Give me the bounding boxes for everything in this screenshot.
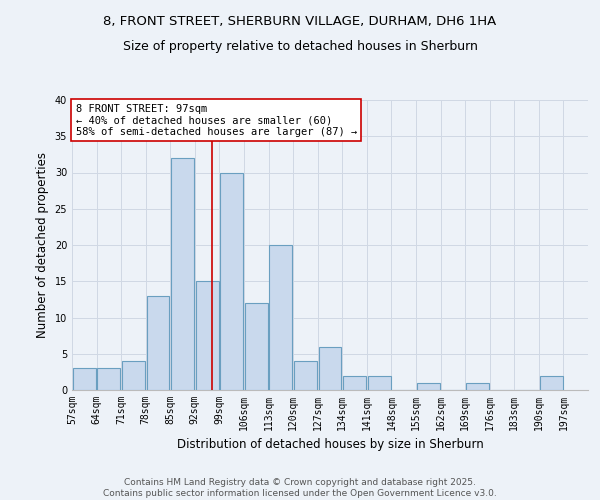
Bar [97, 368, 120, 390]
X-axis label: Distribution of detached houses by size in Sherburn: Distribution of detached houses by size … [176, 438, 484, 452]
Text: Size of property relative to detached houses in Sherburn: Size of property relative to detached ho… [122, 40, 478, 53]
Bar [540, 376, 563, 390]
Bar [171, 158, 194, 390]
Text: 8 FRONT STREET: 97sqm
← 40% of detached houses are smaller (60)
58% of semi-deta: 8 FRONT STREET: 97sqm ← 40% of detached … [76, 104, 357, 137]
Bar [368, 376, 391, 390]
Bar [220, 172, 243, 390]
Bar [343, 376, 366, 390]
Bar [294, 361, 317, 390]
Bar [122, 361, 145, 390]
Bar [245, 303, 268, 390]
Bar [319, 346, 341, 390]
Bar [417, 383, 440, 390]
Text: 8, FRONT STREET, SHERBURN VILLAGE, DURHAM, DH6 1HA: 8, FRONT STREET, SHERBURN VILLAGE, DURHA… [103, 15, 497, 28]
Bar [269, 245, 292, 390]
Bar [196, 281, 218, 390]
Text: Contains HM Land Registry data © Crown copyright and database right 2025.
Contai: Contains HM Land Registry data © Crown c… [103, 478, 497, 498]
Bar [73, 368, 95, 390]
Y-axis label: Number of detached properties: Number of detached properties [36, 152, 49, 338]
Bar [466, 383, 489, 390]
Bar [146, 296, 169, 390]
